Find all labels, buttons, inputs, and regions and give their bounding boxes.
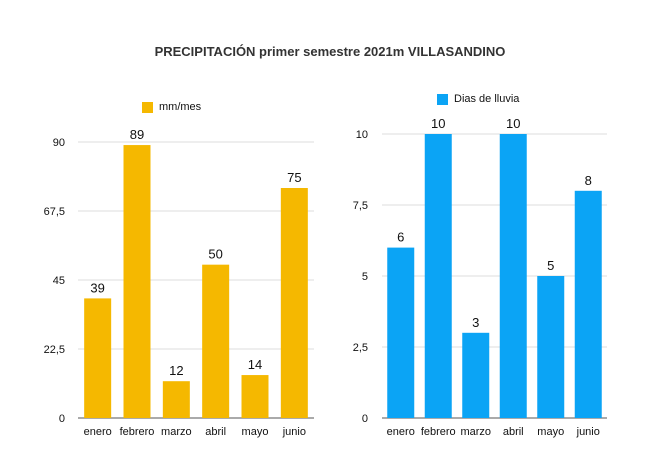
precipitation-data-label: 50: [208, 247, 222, 262]
rain-days-bar: [387, 247, 415, 418]
precipitation-data-label: 39: [90, 280, 104, 295]
rain-days-bar: [574, 190, 602, 418]
precipitation-xtick-label: mayo: [242, 426, 269, 438]
rain-days-xtick-label: enero: [387, 426, 415, 438]
rain-days-data-label: 6: [397, 230, 404, 245]
precipitation-ytick-label: 90: [53, 137, 65, 149]
rain-days-ytick-label: 10: [356, 129, 368, 141]
precipitation-bar: [280, 188, 308, 418]
precipitation-bar: [84, 298, 112, 418]
rain-days-ytick-label: 0: [362, 413, 368, 425]
chart-title: PRECIPITACIÓN primer semestre 2021m VILL…: [154, 44, 506, 59]
precipitation-xtick-label: abril: [205, 426, 226, 438]
rain-days-bar: [462, 332, 490, 418]
rain-days-data-label: 10: [506, 116, 520, 131]
precipitation-ytick-label: 0: [59, 413, 65, 425]
precipitation-ytick-label: 45: [53, 275, 65, 287]
precipitation-ytick-label: 67,5: [44, 206, 65, 218]
precipitation-data-label: 12: [169, 363, 183, 378]
precipitation-xtick-label: febrero: [120, 426, 155, 438]
rain-days-data-label: 10: [431, 116, 445, 131]
precipitation-bar: [162, 381, 190, 418]
rain-days-xtick-label: junio: [576, 426, 600, 438]
legend-precipitation: mm/mes: [142, 101, 201, 113]
rain-days-bar: [424, 134, 452, 418]
legend-swatch-precipitation: [142, 101, 153, 113]
precipitation-data-label: 75: [287, 170, 301, 185]
rain-days-ytick-label: 7,5: [353, 200, 368, 212]
precipitation-bar: [241, 375, 269, 418]
rain-days-bar: [499, 134, 527, 418]
rain-days-ytick-label: 2,5: [353, 342, 368, 354]
precipitation-xtick-label: junio: [282, 426, 306, 438]
precipitation-ytick-label: 22,5: [44, 344, 65, 356]
legend-label-rain-days: Dias de lluvia: [454, 93, 520, 105]
rain-days-xtick-label: marzo: [460, 426, 491, 438]
legend-swatch-rain-days: [437, 93, 448, 105]
precipitation-xtick-label: marzo: [161, 426, 192, 438]
rain-days-data-label: 5: [547, 258, 554, 273]
rain-days-bar: [537, 276, 565, 418]
precipitation-bar: [202, 264, 230, 418]
legend-rain-days: Dias de lluvia: [437, 93, 519, 105]
rain-days-data-label: 3: [472, 315, 479, 330]
rain-days-xtick-label: abril: [503, 426, 524, 438]
precipitation-bar: [123, 145, 151, 419]
precipitation-xtick-label: enero: [84, 426, 112, 438]
legend-label-precipitation: mm/mes: [159, 101, 202, 113]
rain-days-xtick-label: mayo: [537, 426, 564, 438]
rain-days-ytick-label: 5: [362, 271, 368, 283]
rain-days-xtick-label: febrero: [421, 426, 456, 438]
precipitation-data-label: 89: [130, 127, 144, 142]
rain-days-data-label: 8: [585, 173, 592, 188]
precipitation-data-label: 14: [248, 357, 262, 372]
